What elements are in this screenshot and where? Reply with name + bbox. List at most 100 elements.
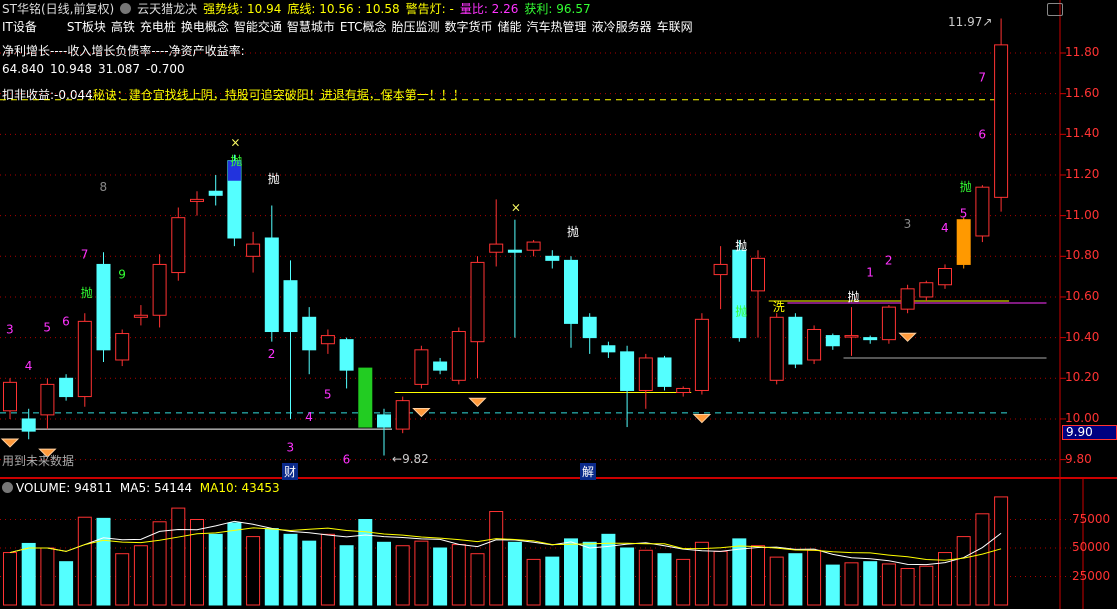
concept-tag[interactable]: 胎压监测: [391, 20, 440, 34]
concept-tag[interactable]: 换电概念: [180, 20, 229, 34]
indicator-face-icon[interactable]: [120, 3, 132, 14]
concept-tag[interactable]: IT设备: [2, 20, 37, 34]
candle-body: [377, 414, 391, 428]
volume-bar: [732, 538, 747, 606]
volume-bar: [956, 536, 971, 606]
profit-ratio: 获利: 96.57: [524, 2, 591, 16]
signal-label: 8: [100, 180, 108, 194]
volume-bar: [77, 516, 92, 606]
volume-bar: [283, 533, 298, 606]
unlock-badge[interactable]: 解: [580, 463, 597, 480]
current-price-box: 9.90: [1062, 425, 1117, 440]
volume-face-icon[interactable]: [2, 482, 13, 493]
signal-label: 2: [885, 253, 893, 267]
signal-label: 抛: [567, 224, 579, 239]
concept-tag[interactable]: ETC概念: [339, 20, 387, 34]
volume-bar: [526, 558, 541, 606]
candle-body: [414, 349, 429, 385]
volume-bar: [694, 541, 709, 606]
signal-label: 抛: [268, 171, 280, 186]
volume-bar: [21, 542, 36, 606]
volume-bar: [713, 550, 728, 606]
signal-label: 6: [343, 453, 351, 467]
concept-tag[interactable]: 车联网: [656, 20, 693, 34]
candle-highlight: [227, 160, 241, 181]
concept-tag[interactable]: 智能交通: [233, 20, 282, 34]
candle-body: [507, 249, 522, 253]
cross-icon: ×: [230, 136, 240, 150]
diamond-icon: [898, 332, 917, 342]
candle-body: [3, 381, 17, 412]
volume-ratio: 量比: 2.26: [459, 2, 519, 16]
volume-bar: [919, 565, 934, 606]
candle-body: [769, 316, 784, 381]
candle-body: [919, 282, 934, 298]
volume-ma10-line: [9, 527, 1002, 561]
indicator-name[interactable]: 云天猎龙决: [137, 2, 198, 16]
signal-label: 抛: [848, 289, 860, 304]
concept-tag[interactable]: ST板块: [66, 20, 106, 34]
volume-ma10: MA10: 43453: [199, 481, 280, 495]
concept-tag[interactable]: 数字货币: [444, 20, 493, 34]
strong-line-value: 强势线: 10.94: [203, 2, 282, 16]
debt-ratio: 31.087: [98, 62, 140, 76]
concept-tag[interactable]: 智慧城市: [286, 20, 335, 34]
price-tick-label: 11.80: [1065, 45, 1100, 59]
volume-bar: [433, 547, 448, 606]
low-price-value: 9.82: [402, 452, 429, 466]
finance-badge[interactable]: 财: [282, 463, 299, 480]
volume-bar: [414, 540, 429, 606]
future-data-note: 用到未来数据: [2, 454, 75, 468]
candle-body: [320, 335, 335, 345]
signal-label: 4: [25, 359, 33, 373]
volume-bar: [302, 540, 317, 606]
candle-body: [881, 306, 896, 341]
high-price-label: 11.97↗: [948, 15, 993, 29]
volume-tick-label: 25000: [1072, 568, 1111, 583]
signal-label: 3: [287, 440, 295, 454]
concept-tag[interactable]: 液冷服务器: [591, 20, 652, 34]
price-tick-label: 11.40: [1065, 126, 1100, 141]
price-tick-label: 9.80: [1065, 451, 1092, 466]
candle-body: [975, 186, 990, 237]
concept-tag[interactable]: 汽车热管理: [526, 20, 587, 34]
price-tick-label: 11.20: [1065, 166, 1100, 181]
candle-body: [152, 263, 167, 316]
candle-body: [451, 331, 466, 381]
panel-toggle-icon[interactable]: [1047, 3, 1063, 16]
candle-body: [713, 263, 728, 276]
candle-body: [751, 257, 765, 292]
roe: -0.700: [146, 62, 185, 76]
price-tick-label: 10.60: [1065, 288, 1100, 303]
candle-body: [283, 280, 298, 333]
volume-bar: [751, 545, 765, 606]
concept-tag[interactable]: 储能: [497, 20, 522, 34]
volume-bar: [40, 547, 55, 606]
candle-body: [433, 361, 448, 371]
volume-bar: [489, 511, 504, 606]
candle-body: [807, 328, 822, 361]
concept-tag[interactable]: 充电桩: [139, 20, 176, 34]
volume-bar: [451, 544, 466, 606]
candle-body: [694, 318, 709, 391]
candle-body: [339, 339, 354, 371]
net-profit-growth: 64.840: [2, 62, 44, 76]
candle-body: [115, 333, 130, 361]
concept-tag[interactable]: 高铁: [110, 20, 135, 34]
signal-label: 3: [6, 323, 14, 337]
signal-label: 7: [978, 70, 986, 84]
signal-label: 抛: [735, 303, 747, 318]
volume-bar: [507, 541, 522, 606]
signal-label: 5: [324, 388, 332, 402]
volume-bar: [358, 519, 373, 606]
volume-bar: [601, 533, 616, 606]
volume-ma5-line: [9, 520, 1002, 566]
volume-bar: [638, 549, 653, 606]
candle-body: [956, 219, 971, 265]
candle-body: [676, 387, 691, 394]
volume-bar: [975, 513, 990, 606]
volume-bar: [881, 563, 896, 606]
signal-label: 5: [43, 321, 51, 335]
candle-body: [900, 288, 915, 310]
